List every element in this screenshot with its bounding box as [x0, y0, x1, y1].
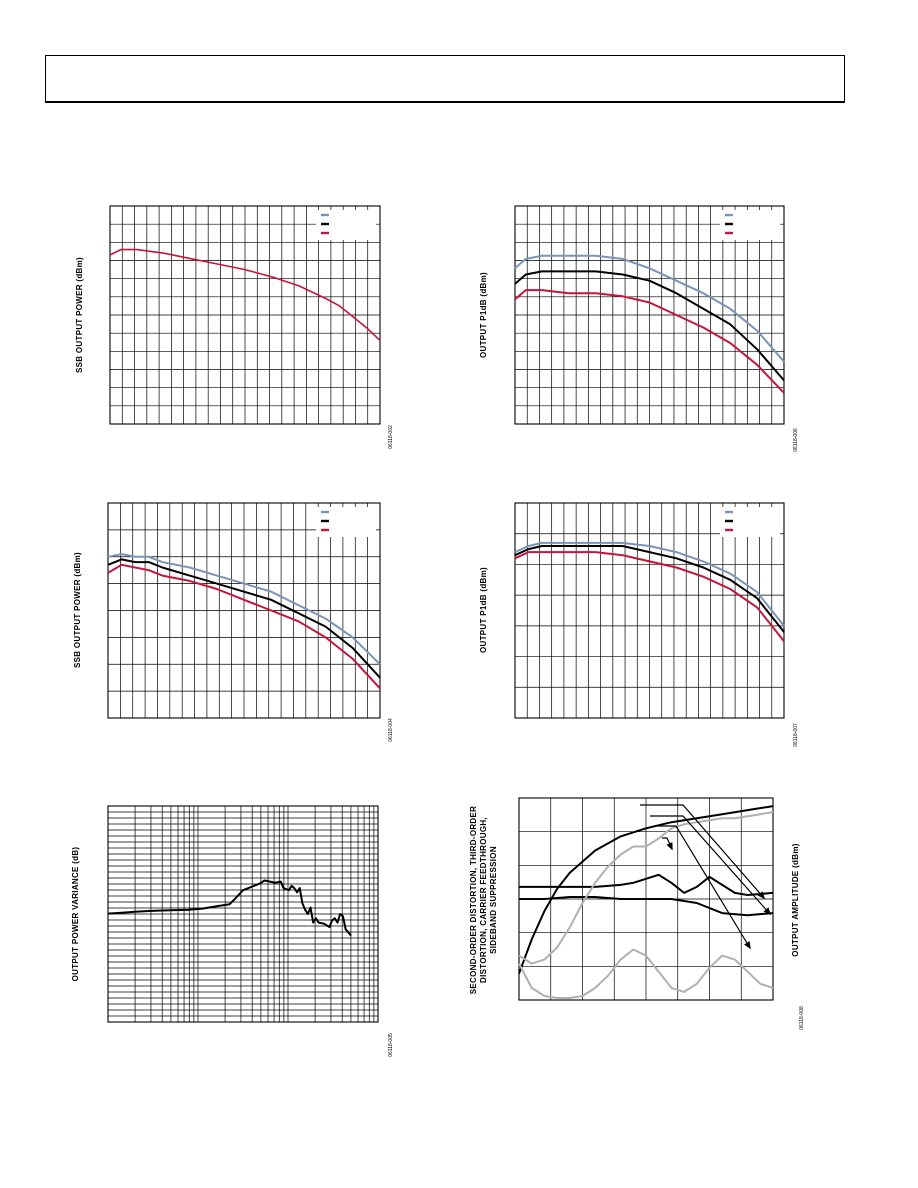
- series-line-3: [519, 896, 774, 917]
- callout-arrows: [640, 804, 772, 950]
- series-line-2: [514, 270, 785, 382]
- series-line-1: [107, 879, 352, 937]
- series-line-2: [107, 558, 381, 679]
- y-axis-label: OUTPUT POWER VARIANCE (dB): [71, 847, 80, 982]
- y-axis-label: SSB OUTPUT POWER (dBm): [75, 257, 84, 373]
- y-axis-label-line: SIDEBAND SUPPRESSION: [489, 846, 498, 954]
- series-line-3: [107, 563, 381, 690]
- figure-id: 06118-006: [793, 428, 799, 452]
- plot-frame: [109, 205, 381, 425]
- series-line-2: [514, 545, 785, 633]
- series-line-1: [518, 805, 774, 975]
- figure-id: 06118-007: [793, 723, 799, 747]
- grid: [110, 206, 380, 424]
- series-line-4: [518, 811, 774, 965]
- plot-frame: [107, 805, 379, 1023]
- grid: [107, 806, 378, 1022]
- figure-id: 06118-008: [799, 1006, 805, 1030]
- chart-output-p1db-1: OUTPUT P1dB (dBm) 06118-006: [479, 205, 799, 452]
- plot-frame: [107, 502, 381, 719]
- y-axis-label-line: SECOND-ORDER DISTORTION, THIRD-ORDER: [469, 806, 478, 994]
- callout-line: [650, 815, 771, 915]
- chart-distortion-suppression: SECOND-ORDER DISTORTION, THIRD-ORDERDIST…: [469, 797, 805, 1030]
- callout-line: [640, 804, 765, 899]
- y-axis-label: OUTPUT P1dB (dBm): [479, 567, 488, 653]
- header-box: [45, 55, 845, 103]
- chart-output-p1db-2: OUTPUT P1dB (dBm) 06118-007: [479, 502, 799, 747]
- figure-id: 06118-005: [388, 1033, 394, 1057]
- series-line-1: [107, 553, 381, 666]
- right-axis-label: OUTPUT AMPLITUDE (dBm): [791, 843, 800, 956]
- y-axis-label: SSB OUTPUT POWER (dBm): [73, 552, 82, 668]
- arrowhead: [744, 941, 751, 950]
- grid: [515, 503, 784, 718]
- plot-frame: [514, 502, 785, 719]
- chart-ssb-output-power-1: SSB OUTPUT POWER (dBm) 06118-002: [75, 205, 394, 449]
- y-axis-label-line: DISTORTION, CARRIER FEEDTHROUGH,: [479, 817, 488, 983]
- y-axis-label: OUTPUT P1dB (dBm): [479, 272, 488, 358]
- figure-id: 06118-002: [388, 425, 394, 449]
- series-line-1: [514, 254, 785, 363]
- series-line-1: [109, 248, 381, 341]
- figure-id: 06118-004: [388, 718, 394, 742]
- chart-output-power-variance: OUTPUT POWER VARIANCE (dB) 06118-005: [71, 805, 394, 1057]
- series-line-2: [519, 873, 774, 896]
- series-line-5: [518, 948, 774, 999]
- plot-frame: [514, 205, 785, 425]
- series-line-1: [514, 541, 785, 627]
- arrowhead: [757, 891, 766, 900]
- grid: [108, 503, 380, 718]
- chart-ssb-output-power-2: SSB OUTPUT POWER (dBm) 06118-004: [73, 502, 394, 742]
- arrowhead: [763, 907, 772, 916]
- y-axis-label: SECOND-ORDER DISTORTION, THIRD-ORDERDIST…: [469, 806, 498, 994]
- series-line-3: [514, 289, 785, 394]
- series-line-3: [514, 551, 785, 642]
- arrowhead: [666, 842, 673, 851]
- callout-line: [655, 825, 751, 949]
- grid: [515, 206, 784, 424]
